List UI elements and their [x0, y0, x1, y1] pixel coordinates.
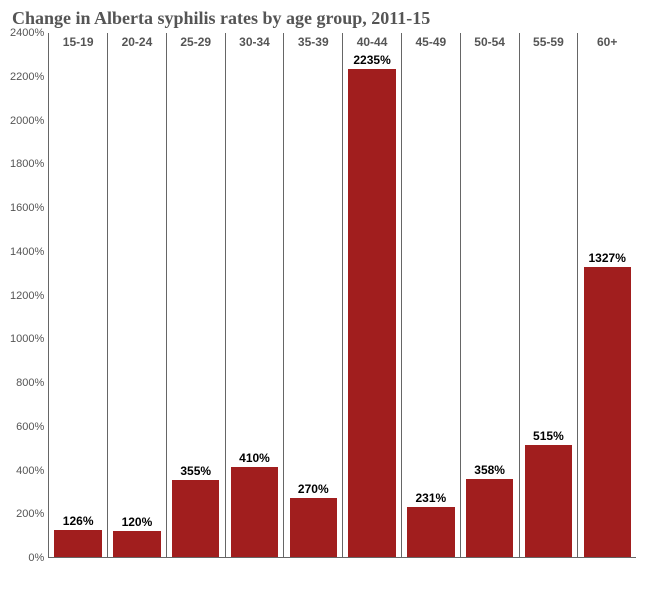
bar-cell: 25-29 355% [167, 33, 226, 557]
bar-value-label: 2235% [343, 53, 401, 67]
chart-title: Change in Alberta syphilis rates by age … [12, 8, 636, 29]
plot-area: 15-19126%20-24120%25-29355%30-34410%35-3… [48, 33, 636, 558]
bar [348, 69, 395, 557]
category-label: 45-49 [402, 35, 460, 49]
category-label: 50-54 [461, 35, 519, 49]
bar-cell: 35-39 270% [284, 33, 343, 557]
category-label: 20-24 [108, 35, 166, 49]
bar-cell: 15-19 126% [49, 33, 108, 557]
bar-value-label: 358% [461, 463, 519, 477]
bar [113, 531, 160, 557]
bar [54, 530, 101, 558]
bar-cell: 40-44 2235% [343, 33, 402, 557]
bars-container: 15-19126%20-24120%25-29355%30-34410%35-3… [49, 33, 636, 557]
bar-cell: 20-24 120% [108, 33, 167, 557]
category-label: 60+ [578, 35, 636, 49]
bar-cell: 50-54 358% [461, 33, 520, 557]
bar [525, 445, 572, 557]
bar [290, 498, 337, 557]
chart-area: 2400%2200%2000%1800%1600%1400%1200%1000%… [10, 33, 636, 558]
bar-value-label: 126% [49, 514, 107, 528]
bar-cell: 55-59 515% [520, 33, 579, 557]
bar-value-label: 270% [284, 482, 342, 496]
bar-value-label: 120% [108, 515, 166, 529]
bar-value-label: 515% [520, 429, 578, 443]
category-label: 55-59 [520, 35, 578, 49]
y-axis: 2400%2200%2000%1800%1600%1400%1200%1000%… [10, 33, 48, 558]
category-label: 30-34 [226, 35, 284, 49]
category-label: 15-19 [49, 35, 107, 49]
bar-cell: 30-34 410% [226, 33, 285, 557]
bar-value-label: 355% [167, 464, 225, 478]
category-label: 40-44 [343, 35, 401, 49]
bar-value-label: 1327% [578, 251, 636, 265]
category-label: 25-29 [167, 35, 225, 49]
bar [466, 479, 513, 557]
bar-value-label: 231% [402, 491, 460, 505]
bar [584, 267, 631, 557]
bar-cell: 45-49 231% [402, 33, 461, 557]
bar-value-label: 410% [226, 451, 284, 465]
bar [407, 507, 454, 557]
bar [231, 467, 278, 557]
bar-cell: 60+ 1327% [578, 33, 636, 557]
category-label: 35-39 [284, 35, 342, 49]
bar [172, 480, 219, 558]
